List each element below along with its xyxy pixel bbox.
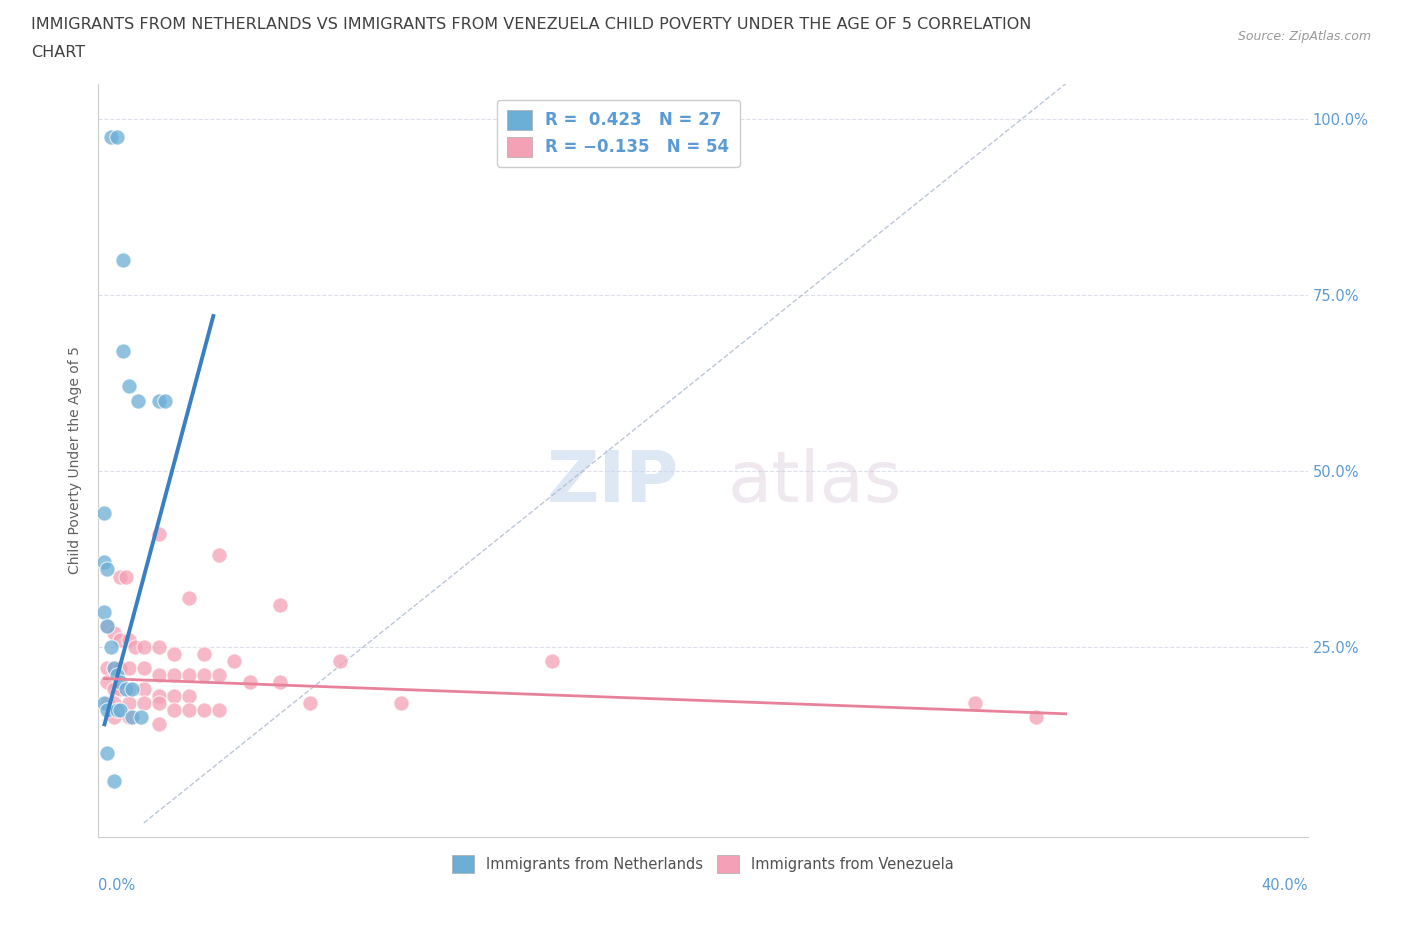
Point	[132, 640, 155, 655]
Point	[96, 696, 118, 711]
Point	[269, 597, 291, 612]
Point	[208, 548, 231, 563]
Point	[96, 618, 118, 633]
Point	[193, 703, 215, 718]
Point	[163, 668, 186, 683]
Point	[93, 506, 115, 521]
Point	[299, 696, 322, 711]
Point	[100, 640, 122, 655]
Point	[118, 632, 141, 647]
Text: Source: ZipAtlas.com: Source: ZipAtlas.com	[1237, 30, 1371, 43]
Point	[179, 591, 201, 605]
Point	[124, 640, 146, 655]
Point	[1024, 710, 1046, 724]
Point	[105, 668, 128, 683]
Point	[96, 660, 118, 675]
Point	[108, 703, 131, 718]
Point	[96, 562, 118, 577]
Point	[105, 129, 128, 144]
Point	[193, 668, 215, 683]
Point	[114, 682, 136, 697]
Point	[108, 660, 131, 675]
Point	[148, 393, 170, 408]
Point	[93, 696, 115, 711]
Point	[93, 555, 115, 570]
Point	[121, 682, 143, 697]
Legend: Immigrants from Netherlands, Immigrants from Venezuela: Immigrants from Netherlands, Immigrants …	[447, 849, 959, 879]
Point	[103, 773, 125, 788]
Point	[389, 696, 412, 711]
Text: CHART: CHART	[31, 45, 84, 60]
Point	[103, 682, 125, 697]
Point	[96, 674, 118, 689]
Text: IMMIGRANTS FROM NETHERLANDS VS IMMIGRANTS FROM VENEZUELA CHILD POVERTY UNDER THE: IMMIGRANTS FROM NETHERLANDS VS IMMIGRANT…	[31, 17, 1032, 32]
Point	[111, 252, 134, 267]
Point	[121, 710, 143, 724]
Point	[148, 526, 170, 541]
Point	[129, 710, 152, 724]
Point	[208, 703, 231, 718]
Point	[224, 654, 246, 669]
Text: atlas: atlas	[727, 448, 901, 517]
Point	[118, 660, 141, 675]
Point	[108, 569, 131, 584]
Point	[163, 703, 186, 718]
Point	[103, 660, 125, 675]
Point	[179, 668, 201, 683]
Y-axis label: Child Poverty Under the Age of 5: Child Poverty Under the Age of 5	[69, 346, 83, 575]
Point	[103, 660, 125, 675]
Point	[163, 646, 186, 661]
Point	[96, 618, 118, 633]
Point	[114, 569, 136, 584]
Point	[111, 344, 134, 359]
Point	[148, 668, 170, 683]
Point	[179, 703, 201, 718]
Point	[103, 625, 125, 640]
Point	[118, 682, 141, 697]
Point	[148, 717, 170, 732]
Point	[163, 689, 186, 704]
Point	[96, 703, 118, 718]
Point	[108, 632, 131, 647]
Text: 40.0%: 40.0%	[1261, 879, 1308, 894]
Point	[965, 696, 987, 711]
Point	[153, 393, 176, 408]
Point	[108, 682, 131, 697]
Point	[239, 674, 262, 689]
Point	[100, 129, 122, 144]
Text: ZIP: ZIP	[547, 448, 679, 517]
Point	[132, 696, 155, 711]
Point	[118, 379, 141, 394]
Point	[103, 696, 125, 711]
Point	[329, 654, 352, 669]
Point	[540, 654, 562, 669]
Point	[193, 646, 215, 661]
Point	[127, 393, 149, 408]
Point	[103, 710, 125, 724]
Point	[118, 696, 141, 711]
Point	[269, 674, 291, 689]
Point	[105, 703, 128, 718]
Point	[132, 682, 155, 697]
Point	[148, 640, 170, 655]
Point	[93, 604, 115, 619]
Point	[96, 745, 118, 760]
Text: 0.0%: 0.0%	[98, 879, 135, 894]
Point	[108, 674, 131, 689]
Point	[148, 696, 170, 711]
Point	[179, 689, 201, 704]
Point	[208, 668, 231, 683]
Point	[118, 710, 141, 724]
Point	[132, 660, 155, 675]
Point	[148, 689, 170, 704]
